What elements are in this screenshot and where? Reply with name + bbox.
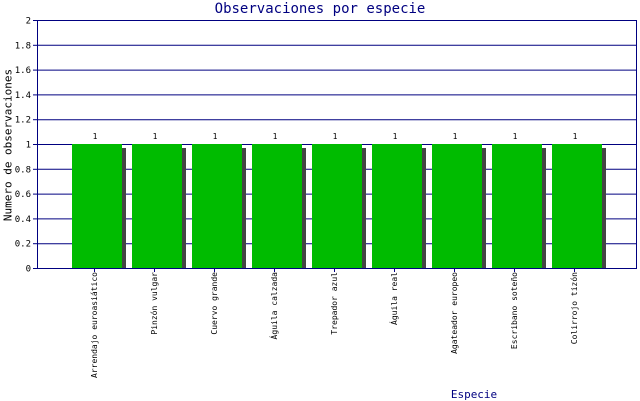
bar	[432, 144, 482, 268]
data-label: 1	[513, 132, 518, 141]
y-tick-label: 2	[26, 17, 31, 27]
x-tick-label: Arrendajo euroasiático	[90, 272, 99, 378]
y-tick-label: 1.8	[15, 41, 31, 51]
bar	[312, 144, 362, 268]
x-tick-label: Escribano soteño	[510, 272, 519, 349]
y-tick-label: 1.2	[15, 116, 31, 126]
data-label: 1	[213, 132, 218, 141]
bar	[492, 144, 542, 268]
bar	[552, 144, 602, 268]
x-axis-title: Especie	[450, 388, 498, 401]
bar	[252, 144, 302, 268]
x-tick-label: Águila real	[388, 272, 399, 325]
data-label: 1	[153, 132, 158, 141]
bar	[72, 144, 122, 268]
x-tick-label: Colirrojo tizón	[569, 272, 579, 344]
data-label: 1	[93, 132, 98, 141]
x-tick-label: Pinzón vulgar	[149, 272, 159, 335]
bar	[192, 144, 242, 268]
y-tick-label: 1.4	[15, 91, 31, 101]
y-tick-label: 1.6	[15, 66, 31, 76]
x-tick-label: Cuervo grande	[210, 272, 219, 335]
y-tick-label: 0.8	[15, 165, 31, 175]
plot-frame	[37, 20, 637, 269]
data-label: 1	[573, 132, 578, 141]
y-tick-label: 0	[26, 265, 31, 275]
x-tick-label: Águila calzada	[268, 272, 279, 340]
y-tick-label: 1	[26, 141, 31, 151]
data-label: 1	[333, 132, 338, 141]
bar	[132, 144, 182, 268]
data-label: 1	[393, 132, 398, 141]
x-tick-label: Agateador europeo	[450, 272, 459, 354]
y-tick-label: 0.2	[15, 240, 31, 250]
y-tick-label: 0.4	[15, 215, 31, 225]
chart-title: Observaciones por especie	[214, 1, 426, 17]
y-tick-label: 0.6	[15, 190, 31, 200]
data-label: 1	[273, 132, 278, 141]
data-label: 1	[453, 132, 458, 141]
x-tick-label: Trepador azul	[330, 272, 339, 335]
bar	[372, 144, 422, 268]
